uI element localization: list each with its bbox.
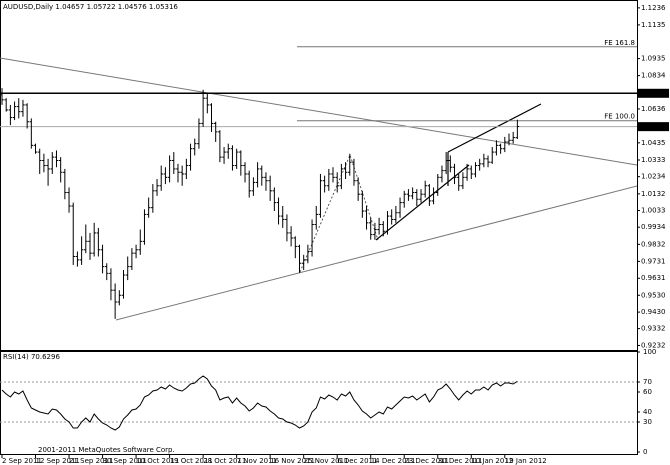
price-box [638, 88, 669, 98]
channel-line [447, 103, 542, 153]
y-tick-label: 1.0834 [641, 72, 666, 80]
x-tick-label: 10 Oct 2011 [136, 457, 179, 465]
y-tick-label: 30 [643, 418, 652, 426]
y-tick-label: 1.0234 [641, 173, 666, 181]
channel-line [375, 164, 470, 241]
y-tick-label: 0.9430 [641, 308, 666, 316]
rsi-line [1, 375, 518, 431]
y-tick-label: 40 [643, 408, 652, 416]
x-tick-label: 2 Sep 2011 [2, 457, 42, 465]
x-tick-label: 7 Nov 2011 [237, 457, 277, 465]
price-label: 1.0531 [640, 123, 665, 131]
x-tick-label: 10 Jan 2012 [471, 457, 513, 465]
trendline [115, 185, 638, 321]
y-tick-label: 1.0132 [641, 190, 666, 198]
fibo-level-label: FE 100.0 [604, 113, 635, 121]
y-tick-label: 1.0435 [641, 139, 666, 147]
y-tick-label: 0.9832 [641, 240, 666, 248]
y-tick-label: 100 [643, 348, 656, 356]
x-tick-label: 30 Sep 2011 [103, 457, 147, 465]
x-tick-label: 6 Dec 2011 [337, 457, 377, 465]
y-tick-label: 0.9530 [641, 291, 666, 299]
x-tick-label: 12 Sep 2011 [36, 457, 80, 465]
trendlines [0, 57, 638, 321]
x-tick-label: 30 Dec 2011 [438, 457, 483, 465]
x-tick-label: 21 Sep 2011 [69, 457, 113, 465]
x-tick-label: 25 Nov 2011 [304, 457, 349, 465]
price-box [638, 122, 669, 132]
x-tick-label: 14 Dec 2011 [371, 457, 416, 465]
x-tick-label: 16 Nov 2011 [270, 457, 315, 465]
x-tick-label: 23 Dec 2011 [404, 457, 449, 465]
footer: 2001-2011 MetaQuotes Software Corp. [38, 446, 175, 454]
x-tick-label: 19 Jan 2012 [505, 457, 547, 465]
price-panel [0, 0, 638, 351]
y-tick-label: 1.0033 [641, 207, 666, 215]
x-tick-label: 19 Oct 2011 [170, 457, 213, 465]
trendline [0, 57, 638, 166]
price-label: 1.0729 [640, 89, 665, 97]
y-tick-label: 0.9731 [641, 257, 666, 265]
rsi-panel [0, 351, 638, 455]
x-tick-label: 28 Oct 2011 [203, 457, 246, 465]
y-tick-label: 1.0333 [641, 156, 666, 164]
y-tick-label: 1.0636 [641, 105, 666, 113]
chart-title: AUDUSD,Daily 1.04657 1.05722 1.04576 1.0… [3, 3, 178, 11]
y-tick-label: 0.9332 [641, 325, 666, 333]
y-tick-label: 60 [643, 388, 652, 396]
y-tick-label: 0.9232 [641, 341, 666, 349]
y-tick-label: 0.9631 [641, 274, 666, 282]
y-tick-label: 1.1135 [641, 21, 666, 29]
y-tick-label: 0 [643, 448, 647, 456]
y-tick-label: 0.9934 [641, 223, 666, 231]
rsi-title: RSI(14) 70.6296 [3, 353, 60, 361]
channel [375, 103, 542, 241]
y-tick-label: 1.1236 [641, 4, 666, 12]
y-tick-label: 70 [643, 378, 652, 386]
y-tick-label: 1.0935 [641, 55, 666, 63]
fibo-level-label: FE 161.8 [604, 39, 635, 47]
